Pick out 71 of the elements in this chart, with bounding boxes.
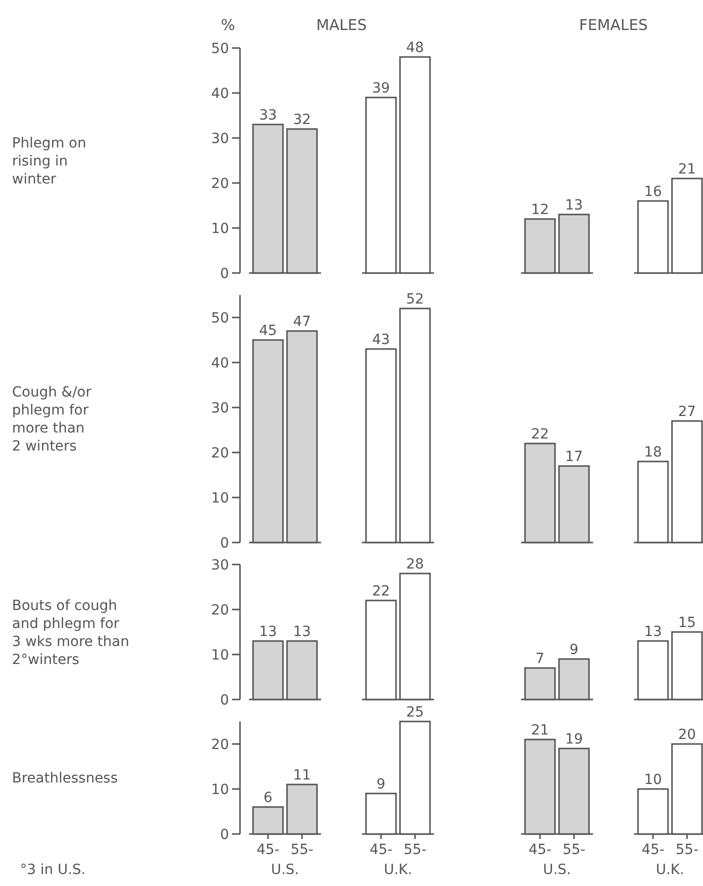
text: U.S.	[542, 862, 572, 878]
data-label: 18	[644, 444, 662, 460]
data-label: 16	[644, 184, 662, 200]
y-tick-label: 40	[211, 355, 229, 372]
y-axis-title: Cough &/or phlegm for more than 2 winters	[12, 384, 92, 455]
y-tick-label: 30	[211, 130, 229, 147]
data-label: 22	[372, 584, 390, 600]
data-label: 52	[406, 292, 424, 308]
data-label: 28	[406, 556, 424, 572]
x-tick-label: 55-	[290, 842, 314, 858]
y-tick-label: 20	[211, 736, 229, 753]
data-label: 12	[531, 202, 549, 218]
x-tick-label: 45-	[256, 842, 280, 858]
x-tick-label: 45-	[370, 842, 392, 858]
data-label: 25	[406, 704, 424, 720]
data-label: 39	[372, 80, 390, 96]
y-tick-label: 0	[220, 826, 229, 843]
data-label: 47	[293, 314, 311, 330]
data-label: 19	[565, 732, 583, 748]
y-tick-label: 50	[211, 40, 229, 57]
y-tick-label: 40	[211, 86, 229, 102]
data-label: 6	[264, 790, 273, 806]
y-tick-label: 0	[220, 535, 229, 552]
data-label: 45	[259, 323, 277, 339]
data-label: 33	[259, 108, 277, 124]
y-tick-label: 20	[211, 176, 229, 192]
text: %	[220, 16, 236, 34]
y-tick-label: 0	[220, 266, 229, 282]
text: U.S.	[270, 862, 300, 878]
data-label: 22	[531, 426, 549, 442]
x-tick-label: 55-	[404, 842, 426, 858]
data-label: 15	[678, 615, 696, 631]
y-axis-title: Breathlessness	[12, 770, 118, 787]
x-tick-label: 45-	[642, 842, 664, 858]
y-tick-label: 20	[211, 445, 229, 462]
y-tick-label: 10	[211, 647, 229, 664]
text: FEMALES	[579, 16, 648, 34]
data-label: 20	[678, 727, 696, 743]
y-axis-title: Phlegm on rising in winter	[12, 135, 86, 188]
data-label: 21	[678, 162, 696, 178]
y-tick-label: 30	[211, 557, 229, 574]
y-tick-label: 0	[220, 692, 229, 708]
data-label: 21	[531, 722, 549, 738]
y-tick-label: 10	[211, 220, 229, 237]
text: U.K.	[384, 862, 412, 878]
data-label: 48	[406, 40, 424, 56]
data-label: 9	[376, 776, 386, 792]
y-tick-label: 10	[211, 782, 229, 798]
text: °3 in U.S.	[20, 862, 86, 878]
data-label: 10	[644, 772, 662, 788]
data-label: 27	[678, 404, 696, 420]
text: MALES	[316, 16, 367, 34]
x-tick-label: 55-	[562, 842, 586, 858]
y-tick-label: 10	[211, 490, 229, 506]
data-label: 7	[536, 651, 544, 667]
y-tick-label: 20	[211, 602, 229, 618]
y-tick-label: 30	[211, 400, 229, 416]
y-axis-title: Bouts of cough and phlegm for 3 wks more than 2°winters	[12, 598, 130, 668]
y-tick-label: 50	[211, 310, 229, 326]
text: U.K.	[656, 862, 684, 878]
data-label: 13	[293, 624, 311, 640]
data-label: 43	[372, 332, 390, 348]
x-tick-label: 55-	[676, 842, 698, 858]
x-tick-label: 45-	[528, 842, 552, 858]
data-label: 32	[293, 112, 311, 128]
data-label: 13	[565, 198, 583, 214]
data-label: 9	[570, 642, 578, 658]
data-label: 11	[293, 768, 311, 784]
data-label: 13	[259, 624, 277, 640]
data-label: 13	[644, 624, 662, 640]
data-label: 17	[565, 449, 583, 465]
